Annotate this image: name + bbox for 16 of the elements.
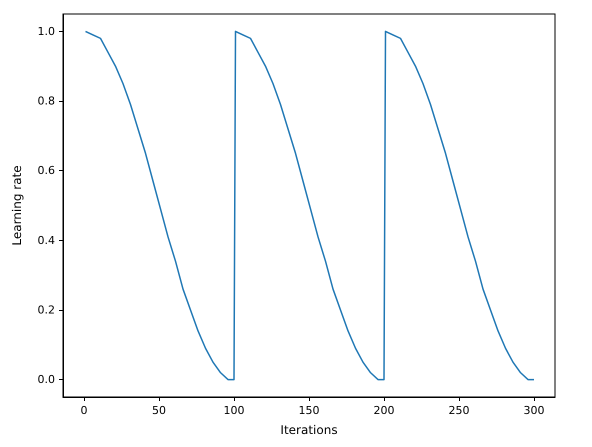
line-series (84, 30, 535, 380)
x-tick-label: 200 (374, 404, 394, 417)
x-tick-label: 0 (80, 404, 88, 417)
y-tick-label: 0.6 (38, 164, 55, 178)
x-tick-label: 250 (448, 404, 470, 417)
x-axis-title: Iterations (280, 423, 338, 437)
x-tick-label: 300 (524, 404, 544, 417)
y-axis-title: Learning rate (10, 165, 24, 246)
y-tick-label: 0.0 (38, 373, 55, 386)
x-tick-label: 100 (224, 404, 244, 417)
y-tick-label: 0.2 (38, 303, 55, 316)
x-tick-label: 50 (152, 404, 166, 417)
y-tick-label: 0.4 (38, 234, 55, 247)
y-tick-label: 0.8 (38, 94, 55, 108)
x-tick-label: 150 (298, 404, 320, 417)
y-tick-label: 1.0 (38, 24, 55, 38)
